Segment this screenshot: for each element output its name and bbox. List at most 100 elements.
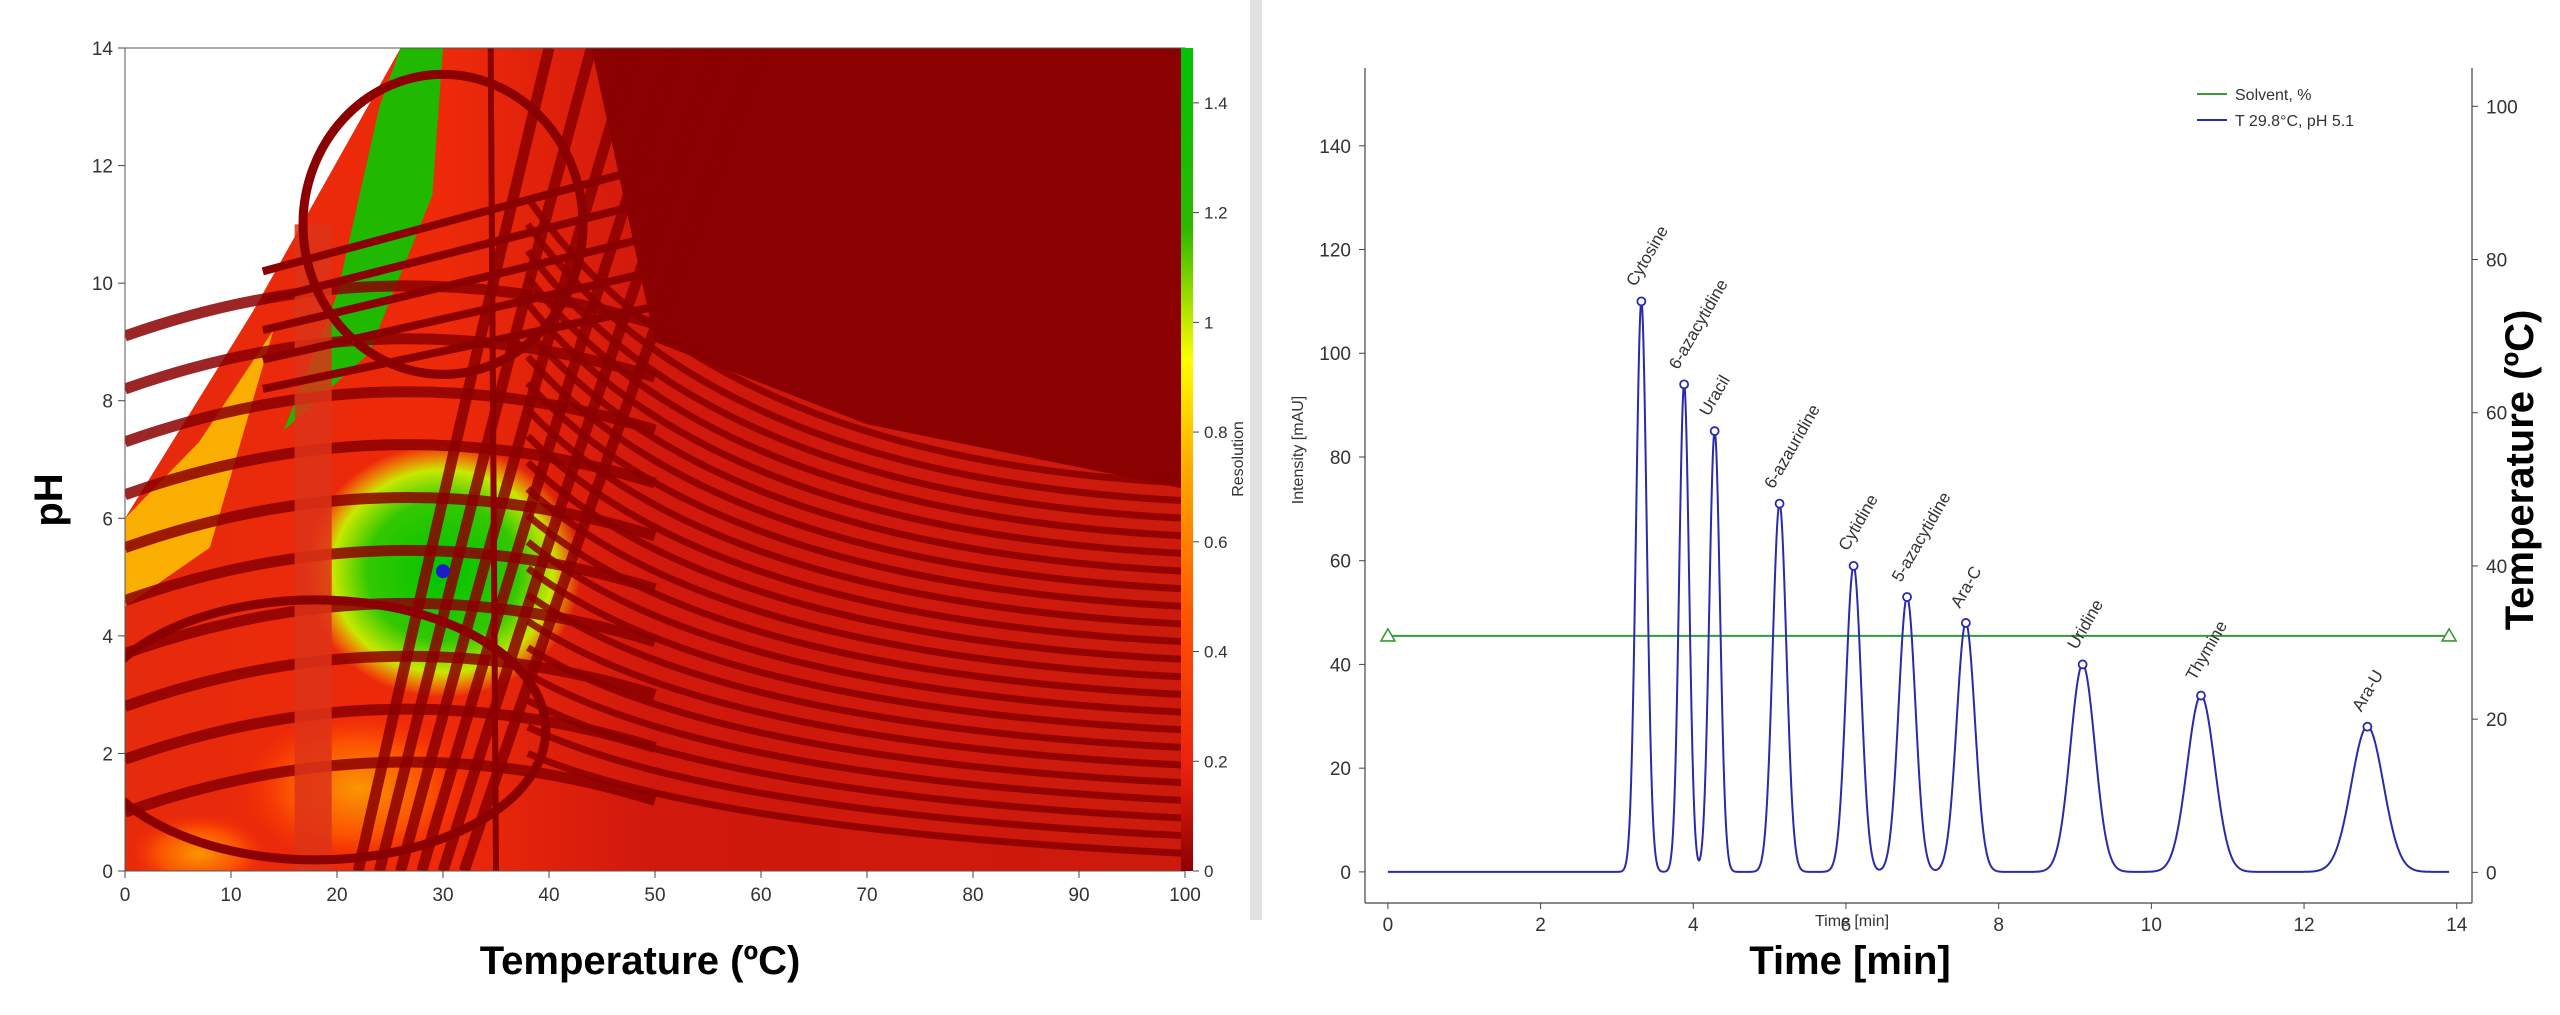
resolution-band	[524, 222, 1185, 505]
peak-label: 6-azacytidine	[1665, 276, 1732, 372]
colorbar-tick-label: 1.2	[1204, 204, 1228, 223]
chromatogram-frame	[1364, 68, 2473, 904]
vertical-band	[487, 48, 499, 871]
resolution-band	[526, 671, 1185, 804]
x-tick-label: 6	[1841, 915, 1852, 936]
x-tick-label: 80	[962, 885, 983, 906]
resolution-band	[458, 48, 767, 871]
x-tick-label: 10	[2141, 915, 2162, 936]
x-tick-label: 50	[644, 885, 665, 906]
x-tick-label: 4	[1688, 915, 1699, 936]
colorbar-tick-label: 0.2	[1204, 752, 1228, 771]
resolution-band	[525, 539, 1185, 716]
legend-entry-temperature: T 29.8°C, pH 5.1	[2235, 113, 2354, 130]
peak-apex-marker	[2196, 690, 2206, 701]
x-tick-label: 30	[432, 885, 453, 906]
y2-tick-label: 100	[2486, 97, 2518, 118]
resolution-band	[125, 595, 551, 865]
y-tick-label: 140	[1319, 137, 1351, 158]
y-tick-label: 14	[92, 39, 114, 60]
peak-apex-marker	[1960, 618, 1971, 628]
peak-label: 5-azacytidine	[1888, 489, 1955, 585]
chromatogram-series	[1379, 301, 2458, 873]
y-tick-label: 0	[1340, 863, 1351, 884]
y-tick-label: 20	[1330, 759, 1351, 780]
peak-label: Uracil	[1696, 372, 1734, 419]
peak-apex-marker	[1679, 379, 1690, 390]
x-tick-label: 40	[538, 885, 559, 906]
chromatogram-chart: 0 2 4 6 8 10 12 1402040608010012014002040608010…	[1290, 68, 2542, 983]
legend-entry-solvent: Solvent, %	[2235, 87, 2311, 104]
resolution-band	[125, 756, 657, 818]
peak-apex-marker	[2077, 659, 2088, 670]
y2-tick-label: 0	[2486, 863, 2497, 884]
resolution-band	[525, 512, 1185, 699]
chromatogram-axes: 0 2 4 6 8 10 12 1402040608010012014002040608010…	[1319, 97, 2517, 936]
y-axis-title-left: pH	[27, 473, 71, 526]
y2-axis-title: Temperature (ºC)	[2498, 310, 2542, 631]
y-tick-label: 40	[1330, 655, 1351, 676]
resolution-band	[525, 618, 1185, 769]
resolution-band	[525, 565, 1185, 734]
low-resolution-region	[591, 48, 1185, 489]
x-tick-label: 8	[1993, 915, 2004, 936]
y2-tick-label: 60	[2486, 404, 2507, 425]
colorbar-tick-label: 1	[1204, 313, 1213, 332]
heatmap-axes: 0 10 20 30 40 50 60 70 80 90 100 0 2 4 6 8 10 12 14	[92, 39, 1201, 906]
resolution-band	[261, 232, 656, 335]
resolution-band	[298, 69, 588, 379]
peak-apex-marker	[1848, 560, 1859, 571]
solvent-marker	[1379, 627, 1397, 642]
x-axis-title-right: Time [min]	[1749, 939, 1951, 983]
peak-apex-marker	[1902, 592, 1912, 602]
x-axis-label-small: Time [min]	[1815, 913, 1889, 930]
y-tick-label: 100	[1319, 344, 1351, 365]
x-tick-label: 2	[1535, 915, 1546, 936]
peak-label: Uridine	[2064, 596, 2107, 652]
x-tick-label: 14	[2446, 915, 2468, 936]
y-tick-label: 10	[92, 274, 113, 295]
x-tick-label: 100	[1169, 885, 1201, 906]
chromatogram-trace	[1387, 301, 2450, 873]
colorbar-tick-label: 0	[1204, 862, 1213, 881]
peak-apex-marker	[1636, 296, 1647, 307]
panel-divider	[1250, 0, 1262, 920]
x-tick-label: 10	[220, 885, 241, 906]
resolution-band	[525, 327, 1185, 575]
no-data-region	[125, 48, 401, 519]
resolution-band	[261, 161, 657, 276]
resolution-band	[395, 48, 640, 871]
y-tick-label: 80	[1330, 448, 1351, 469]
colorbar-tick-label: 1.4	[1204, 94, 1228, 113]
y-tick-label: 2	[102, 744, 113, 765]
solvent-marker	[2440, 627, 2458, 642]
x-tick-label: 20	[326, 885, 347, 906]
heatmap-surface	[125, 48, 1185, 871]
colorbar	[1181, 48, 1193, 871]
colorbar-tick-label: 0.8	[1204, 423, 1228, 442]
legend: Solvent, % T 29.8°C, pH 5.1	[2197, 87, 2354, 130]
peak-label: Ara-U	[2348, 667, 2387, 715]
resolution-band	[261, 196, 656, 305]
resolution-band	[416, 48, 682, 871]
x-tick-label: 60	[750, 885, 771, 906]
colorbar-tick-label: 0.6	[1204, 533, 1228, 552]
y-tick-label: 120	[1319, 241, 1351, 262]
resolution-band	[125, 280, 657, 342]
peak-apex-marker	[1709, 426, 1720, 436]
y-axis-label-intensity: Intensity [mAU]	[1290, 396, 1307, 504]
x-tick-label: 12	[2293, 915, 2314, 936]
x-tick-label: 90	[1068, 885, 1089, 906]
resolution-band	[525, 591, 1185, 752]
peak-label: Thymine	[2182, 618, 2231, 684]
y-tick-label: 4	[102, 627, 113, 648]
peak-label: Ara-C	[1947, 563, 1986, 611]
colorbar-ticks: 0 0.2 0.4 0.6 0.8 1 1.2 1.4	[1193, 94, 1228, 881]
x-tick-label: 70	[856, 885, 877, 906]
y-tick-label: 6	[102, 509, 113, 530]
resolution-band	[125, 544, 657, 606]
resolution-band	[125, 650, 657, 712]
x-tick-label: 0	[120, 885, 131, 906]
